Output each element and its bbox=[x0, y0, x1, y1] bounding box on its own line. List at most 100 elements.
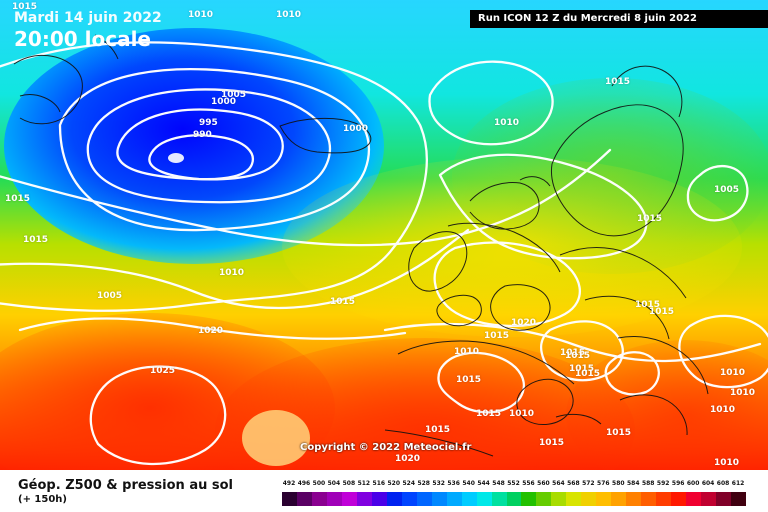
scale-swatch-604 bbox=[701, 492, 717, 506]
scale-swatch-496 bbox=[296, 492, 312, 506]
scale-label-552: 552 bbox=[507, 480, 520, 487]
scale-swatch-516 bbox=[371, 492, 387, 506]
isobar-1010-f: 1010 bbox=[509, 409, 535, 419]
scale-label-516: 516 bbox=[372, 480, 386, 487]
isobar-1015-k: 1015 bbox=[456, 375, 482, 385]
color-scale-labels: 492 496 500 504 508 512 516 520 524 528 532 536 540 5… bbox=[282, 480, 746, 492]
scale-swatch-528 bbox=[416, 492, 432, 506]
isobar-1010-c: 1010 bbox=[494, 118, 520, 128]
scale-swatch-560 bbox=[536, 492, 552, 506]
scale-swatch-552 bbox=[506, 492, 522, 506]
isobar-990: 990 bbox=[193, 130, 212, 140]
isobar-1000-a: 1000 bbox=[343, 124, 369, 134]
isobar-1010-h: 1010 bbox=[710, 405, 736, 415]
scale-label-548: 548 bbox=[492, 480, 505, 487]
scale-swatch-520 bbox=[386, 492, 402, 506]
scale-label-576: 576 bbox=[597, 480, 610, 487]
forecast-map bbox=[0, 0, 768, 470]
scale-label-504: 504 bbox=[327, 480, 341, 487]
legend-title: Géop. Z500 & pression au sol bbox=[18, 478, 233, 493]
scale-label-588: 588 bbox=[641, 480, 655, 487]
isobar-1015-c: 1015 bbox=[605, 77, 631, 87]
isobar-1015-b: 1015 bbox=[5, 194, 31, 204]
scale-swatch-564 bbox=[551, 492, 567, 506]
scale-swatch-504 bbox=[326, 492, 342, 506]
scale-swatch-544 bbox=[476, 492, 492, 506]
scale-swatch-512 bbox=[356, 492, 372, 506]
isobar-1005-b: 1005 bbox=[97, 291, 123, 301]
scale-label-520: 520 bbox=[387, 480, 401, 487]
scale-swatch-592 bbox=[656, 492, 672, 506]
run-info: Run ICON 12 Z du Mercredi 8 juin 2022 bbox=[470, 10, 768, 28]
scale-label-524: 524 bbox=[402, 480, 415, 487]
scale-swatch-596 bbox=[671, 492, 687, 506]
scale-swatch-608 bbox=[716, 492, 732, 506]
isobar-1015-l: 1015 bbox=[565, 351, 591, 361]
isobar-1015-g: 1015 bbox=[635, 300, 661, 310]
isobar-1005-a: 1005 bbox=[221, 90, 247, 100]
isobar-1015-i: 1015 bbox=[484, 331, 510, 341]
isobar-1015-f: 1015 bbox=[637, 214, 663, 224]
scale-swatch-524 bbox=[401, 492, 417, 506]
scale-label-536: 536 bbox=[447, 480, 460, 487]
scale-swatch-568 bbox=[566, 492, 582, 506]
isobar-1010-d: 1010 bbox=[219, 268, 245, 278]
scale-label-556: 556 bbox=[522, 480, 535, 487]
forecast-time: 20:00 locale bbox=[14, 27, 151, 51]
scale-swatch-612 bbox=[731, 492, 746, 506]
scale-label-492: 492 bbox=[282, 480, 296, 487]
scale-label-564: 564 bbox=[552, 480, 565, 487]
isobar-995: 995 bbox=[199, 118, 218, 128]
scale-swatch-576 bbox=[596, 492, 612, 506]
isobar-1010-i: 1010 bbox=[730, 388, 756, 398]
scale-swatch-492 bbox=[282, 492, 297, 506]
forecast-date: Mardi 14 juin 2022 bbox=[14, 10, 162, 26]
isobar-1015-e: 1015 bbox=[330, 297, 356, 307]
color-scale-bar bbox=[282, 492, 746, 506]
scale-label-544: 544 bbox=[477, 480, 490, 487]
isobar-1010-e: 1010 bbox=[454, 347, 480, 357]
scale-label-608: 608 bbox=[716, 480, 730, 487]
isobar-1015-n: 1015 bbox=[575, 369, 601, 379]
isobar-1010-b: 1010 bbox=[276, 10, 302, 20]
isobar-1010-g: 1010 bbox=[720, 368, 746, 378]
scale-label-580: 580 bbox=[612, 480, 625, 487]
isobar-1025: 1025 bbox=[150, 366, 176, 376]
isobar-1020-a: 1020 bbox=[198, 326, 224, 336]
isobar-1015-a: 1015 bbox=[12, 2, 38, 12]
scale-label-568: 568 bbox=[567, 480, 580, 487]
isobar-1015-m: 1015 bbox=[569, 364, 595, 374]
scale-swatch-588 bbox=[641, 492, 657, 506]
scale-label-584: 584 bbox=[626, 480, 640, 487]
isobar-1015-p: 1015 bbox=[476, 409, 502, 419]
scale-swatch-532 bbox=[431, 492, 447, 506]
scale-label-604: 604 bbox=[701, 480, 715, 487]
scale-label-596: 596 bbox=[671, 480, 685, 487]
scale-swatch-508 bbox=[341, 492, 357, 506]
isobar-1020-b: 1020 bbox=[511, 318, 537, 328]
scale-swatch-540 bbox=[461, 492, 477, 506]
isobar-1010-a: 1010 bbox=[188, 10, 214, 20]
isobar-1005-c: 1005 bbox=[714, 185, 740, 195]
isobar-1015-q: 1015 bbox=[539, 438, 565, 448]
scale-label-560: 560 bbox=[537, 480, 550, 487]
scale-label-512: 512 bbox=[357, 480, 371, 487]
scale-swatch-580 bbox=[611, 492, 627, 506]
scale-swatch-556 bbox=[521, 492, 537, 506]
scale-label-572: 572 bbox=[582, 480, 595, 487]
isobar-1015-r: 1015 bbox=[425, 425, 451, 435]
scale-label-600: 600 bbox=[686, 480, 700, 487]
scale-swatch-500 bbox=[311, 492, 327, 506]
scale-swatch-584 bbox=[626, 492, 642, 506]
scale-label-496: 496 bbox=[297, 480, 311, 487]
scale-label-612: 612 bbox=[731, 480, 745, 487]
scale-swatch-548 bbox=[491, 492, 507, 506]
isobar-1015-h: 1015 bbox=[649, 307, 675, 317]
map-header: Mardi 14 juin 2022 20:00 locale bbox=[14, 10, 162, 52]
scale-label-508: 508 bbox=[342, 480, 356, 487]
scale-swatch-572 bbox=[581, 492, 597, 506]
isobar-1015-j: 1015 bbox=[560, 348, 586, 358]
scale-label-532: 532 bbox=[432, 480, 445, 487]
scale-label-500: 500 bbox=[312, 480, 326, 487]
